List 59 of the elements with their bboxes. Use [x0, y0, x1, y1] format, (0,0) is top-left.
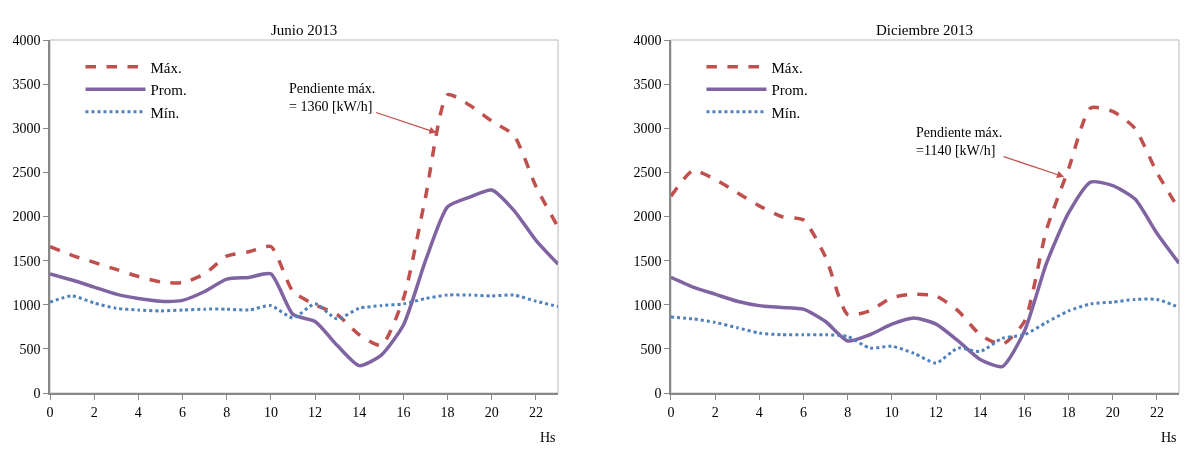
- legend-label: Mín.: [771, 104, 801, 121]
- x-tick-label: 12: [929, 404, 944, 420]
- x-tick-label: 22: [1149, 404, 1164, 420]
- y-tick-label: 2500: [12, 165, 41, 181]
- x-tick-label: 2: [90, 404, 98, 420]
- y-tick-label: 0: [33, 385, 41, 401]
- x-tick-label: 10: [263, 404, 278, 420]
- annotation: Pendiente máx. = 1360 [kW/h]: [289, 81, 376, 115]
- x-tick-label: 22: [528, 404, 543, 420]
- x-tick-label: 4: [134, 404, 142, 420]
- x-tick-label: 6: [179, 404, 187, 420]
- x-tick-label: 4: [755, 404, 763, 420]
- line-series: [50, 188, 559, 368]
- x-tick-label: 12: [308, 404, 323, 420]
- y-tick-label: 3500: [633, 77, 662, 93]
- x-tick-label: 16: [396, 404, 411, 420]
- y-tick-label: 1500: [633, 253, 662, 269]
- legend-label: Máx.: [771, 59, 803, 76]
- line-series: [50, 293, 559, 321]
- y-tick-label: 3000: [12, 121, 41, 137]
- x-tick-label: 2: [711, 404, 719, 420]
- y-tick-label: 1500: [12, 253, 41, 269]
- x-tick-label: 0: [46, 404, 54, 420]
- y-tick-label: 3000: [633, 121, 662, 137]
- legend-label: Prom.: [150, 82, 187, 99]
- line-series: [670, 105, 1179, 347]
- y-tick-label: 500: [19, 341, 41, 357]
- x-tick-label: 8: [223, 404, 231, 420]
- x-tick-label: 16: [1017, 404, 1032, 420]
- x-axis-title: Hs: [1161, 430, 1177, 445]
- y-tick-label: 2000: [12, 209, 41, 225]
- y-tick-label: 4000: [633, 32, 662, 48]
- x-tick-label: 14: [352, 404, 367, 420]
- x-tick-label: 6: [799, 404, 807, 420]
- x-tick-label: 10: [884, 404, 899, 420]
- x-tick-label: 14: [973, 404, 988, 420]
- y-tick-label: 1000: [12, 297, 41, 313]
- x-tick-label: 8: [844, 404, 852, 420]
- x-tick-label: 18: [1061, 404, 1076, 420]
- x-axis-title: Hs: [540, 430, 556, 445]
- x-tick-label: 20: [1105, 404, 1120, 420]
- y-tick-label: 4000: [12, 32, 41, 48]
- line-series: [670, 180, 1179, 369]
- line-series: [670, 297, 1179, 365]
- y-tick-label: 500: [640, 341, 662, 357]
- legend-label: Máx.: [150, 59, 182, 76]
- x-tick-label: 18: [440, 404, 455, 420]
- chart-title: Diciembre 2013: [876, 22, 974, 38]
- y-tick-label: 1000: [633, 297, 662, 313]
- legend-label: Mín.: [150, 104, 180, 121]
- chart-title: Junio 2013: [271, 22, 338, 38]
- y-tick-label: 2500: [633, 165, 662, 181]
- y-tick-label: 0: [654, 385, 662, 401]
- x-tick-label: 0: [667, 404, 675, 420]
- x-tick-label: 20: [484, 404, 499, 420]
- annotation: Pendiente máx. =1140 [kW/h]: [916, 125, 1003, 159]
- y-tick-label: 2000: [633, 209, 662, 225]
- legend-label: Prom.: [771, 82, 808, 99]
- y-tick-label: 3500: [12, 77, 41, 93]
